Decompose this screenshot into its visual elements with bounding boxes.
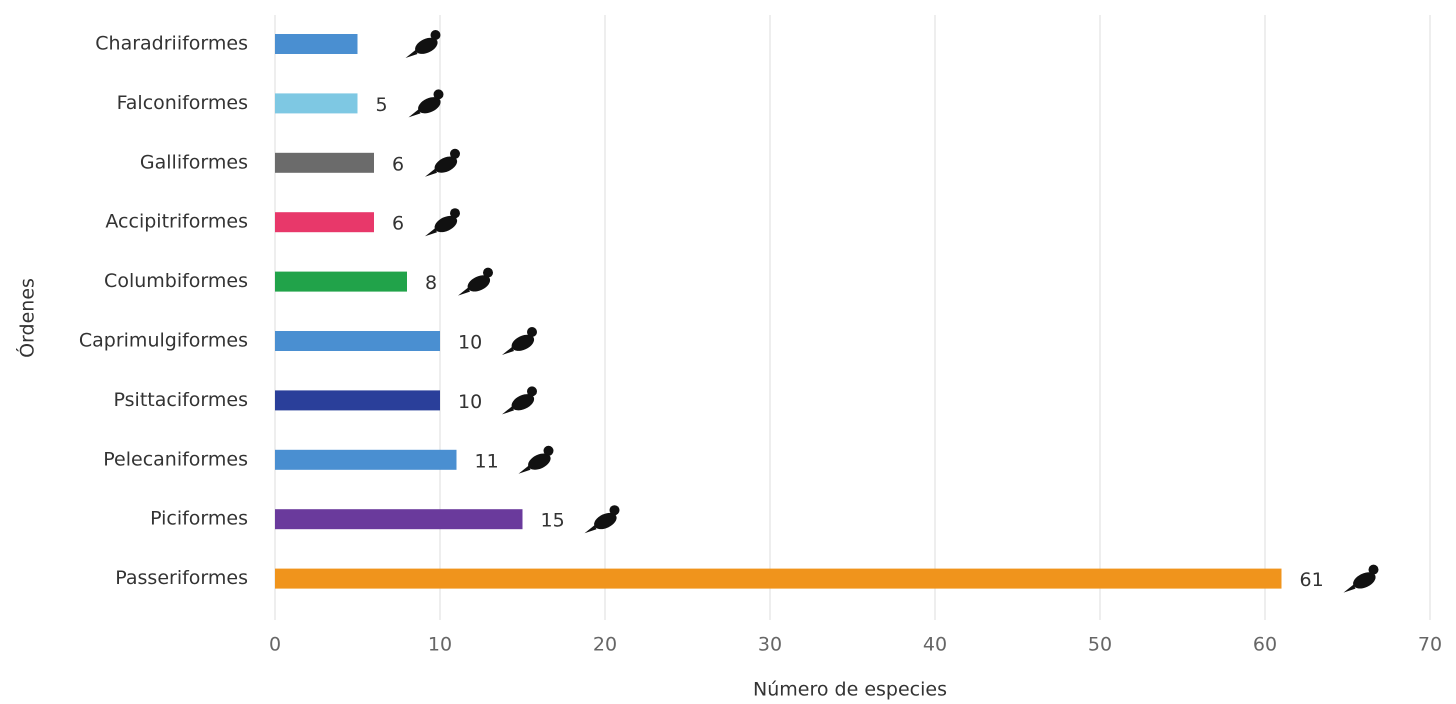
bird-tail (584, 525, 597, 534)
x-axis-title: Número de especies (753, 679, 947, 701)
bird-head (450, 208, 460, 219)
bar (275, 152, 374, 173)
bird-body (511, 334, 535, 351)
y-tick-label: Falconiformes (117, 92, 248, 114)
bird-body (415, 37, 438, 54)
bird-icon (405, 30, 441, 58)
y-tick-label: Passeriformes (115, 567, 248, 589)
bird-tail (425, 168, 437, 177)
x-tick-label: 60 (1253, 634, 1277, 656)
bird-body (594, 512, 617, 530)
bird-body (467, 275, 491, 292)
y-tick-label: Charadriiformes (95, 33, 248, 55)
x-tick-label: 50 (1088, 634, 1112, 656)
bird-icon (502, 327, 537, 355)
x-tick-label: 30 (758, 634, 782, 656)
bird-head (450, 148, 460, 159)
value-label: 11 (475, 450, 499, 472)
bird-tail (405, 50, 418, 58)
bar (275, 271, 407, 292)
bird-head (527, 327, 537, 337)
x-tick-label: 40 (923, 634, 947, 656)
bird-tail (502, 406, 514, 415)
bird-icon (408, 89, 444, 118)
bird-icon (518, 445, 554, 474)
value-label: 6 (392, 153, 404, 175)
bird-head (543, 445, 554, 456)
bird-body (511, 394, 535, 411)
bird-tail (425, 228, 437, 237)
bird-tail (458, 287, 470, 296)
bird-body (434, 215, 458, 233)
bar (275, 34, 358, 54)
y-tick-label: Accipitriformes (105, 211, 248, 233)
x-tick-label: 70 (1418, 634, 1442, 656)
y-tick-label: Pelecaniformes (103, 448, 248, 470)
y-tick-label: Galliformes (140, 151, 248, 173)
bird-body (434, 156, 458, 173)
y-tick-label: Piciformes (150, 508, 248, 530)
bar (275, 568, 1282, 589)
bird-tail (408, 109, 421, 118)
bird-icon (502, 386, 537, 415)
bird-body (1353, 572, 1376, 589)
bird-tail (518, 465, 531, 474)
value-label: 10 (458, 391, 482, 413)
bird-head (1368, 564, 1379, 575)
bird-tail (502, 347, 514, 355)
x-tick-label: 20 (593, 634, 617, 656)
y-tick-label: Caprimulgiformes (79, 330, 248, 352)
y-axis-title: Órdenes (15, 278, 39, 358)
value-label: 10 (458, 332, 482, 354)
bird-head (483, 267, 493, 278)
bar (275, 390, 440, 411)
bar (275, 509, 523, 530)
y-tick-label: Psittaciformes (114, 389, 248, 411)
bird-head (430, 30, 441, 40)
value-label: 8 (425, 272, 437, 294)
bird-icon (425, 148, 460, 177)
value-label: 15 (541, 510, 565, 532)
bird-head (527, 386, 537, 397)
value-label: 5 (376, 94, 388, 116)
x-tick-label: 0 (269, 634, 281, 656)
bird-head (609, 505, 620, 516)
x-tick-label: 10 (428, 634, 452, 656)
bar (275, 331, 440, 351)
y-tick-label: Columbiformes (104, 270, 248, 292)
bird-body (418, 97, 441, 114)
value-label: 6 (392, 213, 404, 235)
bar (275, 93, 358, 114)
value-label: 61 (1300, 569, 1324, 591)
bird-icon (458, 267, 493, 296)
bar (275, 212, 374, 233)
bird-body (528, 453, 551, 470)
bar (275, 449, 457, 470)
bird-icon (425, 208, 460, 237)
bird-head (433, 89, 444, 100)
bird-tail (1343, 584, 1356, 593)
bird-icon (584, 505, 620, 534)
bird-icon (1343, 564, 1379, 593)
